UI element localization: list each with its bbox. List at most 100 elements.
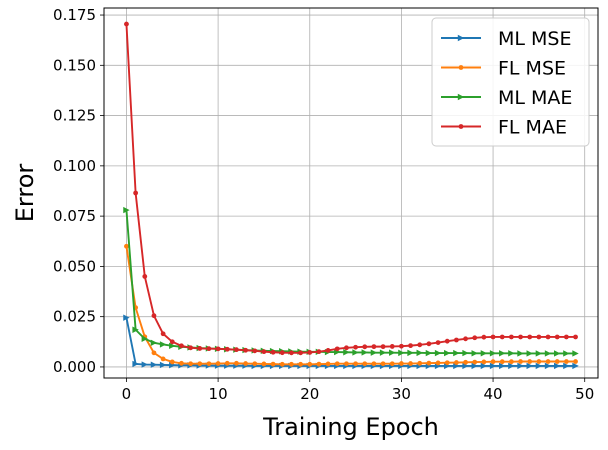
data-point-ml-mae [544,350,552,357]
data-point-ml-mse [499,362,506,370]
data-point-fl-mse [234,360,239,366]
data-point-fl-mse [307,361,313,367]
data-point-ml-mae [462,349,469,357]
series-fl-mse [124,243,578,367]
data-point-ml-mae [453,349,460,357]
data-point-ml-mae [159,341,167,348]
data-point-ml-mae [132,326,139,333]
data-point-ml-mae [572,350,579,357]
data-point-fl-mae [133,190,139,196]
data-point-fl-mse [408,361,413,366]
data-point-fl-mse [206,361,212,367]
data-point-fl-mae [206,346,212,352]
data-point-fl-mae [316,349,322,355]
legend-marker [458,124,464,129]
data-point-fl-mse [417,360,423,366]
data-point-fl-mae [270,349,276,355]
data-point-fl-mae [279,350,285,356]
data-point-fl-mse [545,359,551,364]
data-point-fl-mse [472,359,478,365]
data-point-fl-mae [563,334,569,340]
data-point-ml-mse [563,362,570,370]
data-point-ml-mae [352,349,359,356]
data-point-fl-mae [179,343,184,349]
data-point-fl-mae [545,334,551,340]
data-point-fl-mae [124,21,129,27]
data-point-ml-mae [471,350,478,357]
data-point-ml-mse [535,362,543,370]
data-point-fl-mae [307,350,313,355]
legend: ML MSE FL MSE ML MAE FL MAE [431,17,590,147]
data-point-fl-mse [463,359,468,365]
y-tick-label: 0.175 [53,6,96,24]
data-point-ml-mae [499,350,506,357]
data-point-fl-mse [399,361,404,366]
data-point-fl-mae [444,338,450,344]
data-point-fl-mae [490,334,496,340]
data-point-fl-mae [188,345,194,351]
legend-item-fl-mae: FL MAE [441,117,567,139]
data-point-fl-mae [463,336,468,342]
data-point-fl-mse [151,350,157,356]
data-point-ml-mae [489,350,497,357]
data-point-fl-mse [179,360,184,366]
data-point-ml-mae [123,206,130,214]
data-point-fl-mae [453,337,459,343]
data-point-fl-mse [261,361,267,367]
data-point-fl-mse [362,361,368,367]
legend-label: FL MAE [498,117,567,139]
data-point-ml-mae [563,350,570,357]
data-point-fl-mae [499,334,505,340]
data-point-ml-mse [517,362,524,370]
data-point-ml-mse [150,361,158,368]
legend-item-fl-mse: FL MSE [441,58,566,80]
data-point-fl-mae [289,350,294,356]
data-point-fl-mse [380,361,386,367]
data-point-ml-mse [462,362,469,370]
data-point-fl-mse [435,360,441,366]
data-point-fl-mse [188,361,194,367]
data-point-ml-mae [517,350,524,357]
data-point-fl-mse [334,361,340,367]
data-point-fl-mae [389,344,395,349]
x-tick-label: 50 [575,385,594,403]
legend-marker [457,93,465,101]
data-point-ml-mae [535,350,543,357]
data-point-fl-mse [426,360,432,366]
data-point-ml-mae [389,349,396,356]
y-tick-label: 0.050 [53,257,96,275]
data-point-ml-mae [141,335,148,342]
data-point-ml-mae [434,349,442,357]
data-point-ml-mae [379,349,387,356]
data-point-fl-mse [289,361,294,367]
y-tick-label: 0.000 [53,358,96,376]
data-point-fl-mae [380,344,386,350]
data-point-ml-mse [159,361,167,369]
data-point-fl-mae [224,346,230,352]
data-point-fl-mae [508,334,514,340]
data-point-ml-mae [444,349,451,357]
data-point-ml-mae [416,349,423,357]
data-point-fl-mae [527,334,533,340]
data-point-fl-mae [261,349,267,355]
x-tick-label: 40 [484,385,503,403]
series-fl-mae [124,21,578,356]
data-point-fl-mae [243,347,249,353]
data-point-fl-mse [453,360,459,365]
legend-label: ML MSE [498,28,571,50]
plot-series [123,21,579,370]
data-point-fl-mse [490,359,496,365]
axis-ticks: 0 10 20 30 40 50 0.000 0.025 0.050 0.075 0.100 0.12… [53,6,594,403]
legend-label: ML MAE [498,87,572,109]
data-point-fl-mse [243,361,249,366]
data-point-ml-mse [141,361,148,368]
data-point-ml-mse [471,362,478,370]
data-point-fl-mae [371,344,377,350]
data-point-fl-mae [160,331,166,337]
data-point-fl-mse [169,359,175,365]
data-point-fl-mse [124,243,129,249]
series-ml-mae [123,206,579,357]
data-point-fl-mse [160,356,166,362]
data-point-fl-mae [325,348,331,353]
data-point-fl-mse [536,359,542,364]
